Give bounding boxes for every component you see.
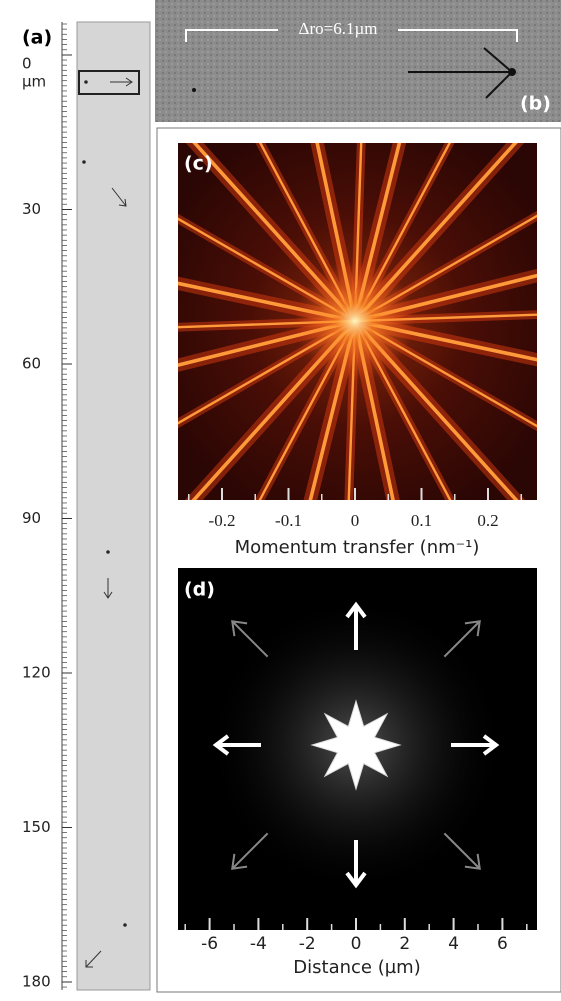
arrow <box>443 832 481 870</box>
x-axis-label: Momentum transfer (nm⁻¹) <box>235 537 480 558</box>
y-axis-unit: µm <box>22 73 46 91</box>
x-tick-label: 0 <box>351 511 360 530</box>
arrow <box>345 840 367 889</box>
x-tick-label: -2 <box>299 934 316 954</box>
sample-strip <box>76 21 151 991</box>
x-tick-label: 6 <box>497 934 508 954</box>
direction-arrow <box>408 47 516 99</box>
highlight-box <box>78 70 140 95</box>
x-tick-label: -6 <box>201 934 218 954</box>
panel-label: (d) <box>184 579 215 601</box>
y-tick-label: 180 <box>22 973 51 991</box>
strip-arrows <box>82 77 133 968</box>
x-tick-label: -4 <box>250 934 267 954</box>
y-tick-label: 90 <box>22 509 41 527</box>
diffraction-center <box>295 261 415 381</box>
x-tick-label: 4 <box>448 934 459 954</box>
panel-b-image <box>155 0 561 122</box>
y-tick-label: 150 <box>22 818 51 836</box>
arrow <box>212 734 261 756</box>
reconstructed-object <box>310 699 402 791</box>
panel-label: (b) <box>520 93 551 115</box>
panel-label: (a) <box>22 27 52 49</box>
particle <box>192 88 196 92</box>
x-tick-label: 2 <box>399 934 410 954</box>
arrow <box>451 734 500 756</box>
panel-frame <box>156 127 561 993</box>
y-tick-label: 30 <box>22 200 41 218</box>
x-tick-label: 0.2 <box>477 511 498 530</box>
arrow <box>231 620 269 658</box>
y-tick-label: 0 <box>22 55 32 73</box>
y-tick-label: 120 <box>22 664 51 682</box>
x-tick-label: 0 <box>351 934 362 954</box>
scale-bar <box>185 29 518 42</box>
scale-bar-label: Δro=6.1µm <box>299 19 378 38</box>
arrow <box>443 620 481 658</box>
ruler-ticks <box>62 23 67 988</box>
panel-label: (c) <box>184 153 213 175</box>
y-tick-label: 60 <box>22 355 41 373</box>
reconstructed-arrows <box>212 601 500 889</box>
x-axis-label: Distance (µm) <box>293 957 420 978</box>
x-tick-label: -0.2 <box>209 511 236 530</box>
x-tick-label: 0.1 <box>411 511 432 530</box>
arrow <box>231 832 269 870</box>
x-tick-label: -0.1 <box>275 511 302 530</box>
arrow <box>345 601 367 650</box>
